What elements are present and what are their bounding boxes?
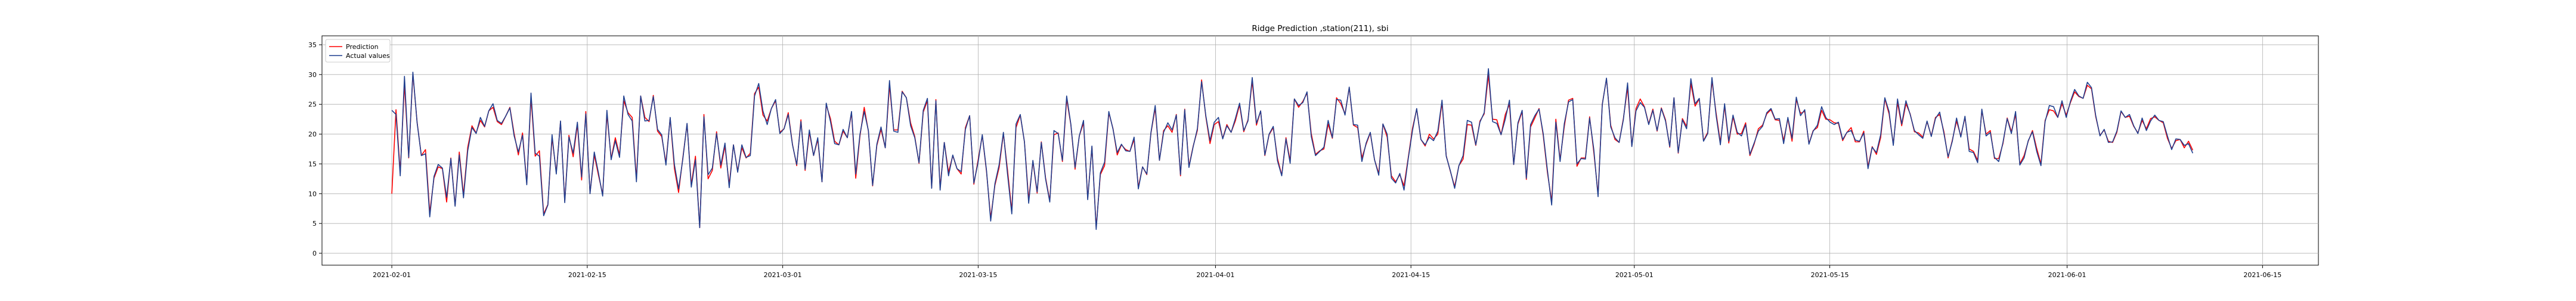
x-tick-label: 2021-03-15 [959,271,997,279]
x-tick-label: 2021-02-15 [568,271,606,279]
y-tick-label: 35 [308,41,317,49]
series-lines [391,68,2194,231]
x-tick-label: 2021-06-15 [2243,271,2281,279]
x-tick-label: 2021-03-01 [764,271,802,279]
x-axis: 2021-02-01 2021-02-15 2021-03-01 2021-03-15… [373,265,2281,279]
y-tick-label: 5 [312,220,317,228]
y-tick-label: 25 [308,101,317,109]
legend-label-prediction: Prediction [346,43,379,51]
series-line-actual-values [391,68,2194,231]
chart-title: Ridge Prediction ,station(211), sbi [1252,24,1388,33]
x-tick-label: 2021-02-01 [373,271,411,279]
x-tick-label: 2021-06-01 [2048,271,2086,279]
x-tick-label: 2021-04-15 [1392,271,1430,279]
x-tick-label: 2021-04-01 [1196,271,1234,279]
x-tick-label: 2021-05-15 [1811,271,1849,279]
x-tick-label: 2021-05-01 [1615,271,1654,279]
y-axis: 0 5 10 15 20 25 30 35 [308,41,322,257]
y-tick-label: 10 [308,190,317,198]
y-tick-label: 0 [312,250,317,257]
legend-box [325,39,391,63]
y-tick-label: 20 [308,131,317,139]
y-tick-label: 15 [308,160,317,168]
legend-label-actual-values: Actual values [346,52,390,60]
y-tick-label: 30 [308,71,317,79]
